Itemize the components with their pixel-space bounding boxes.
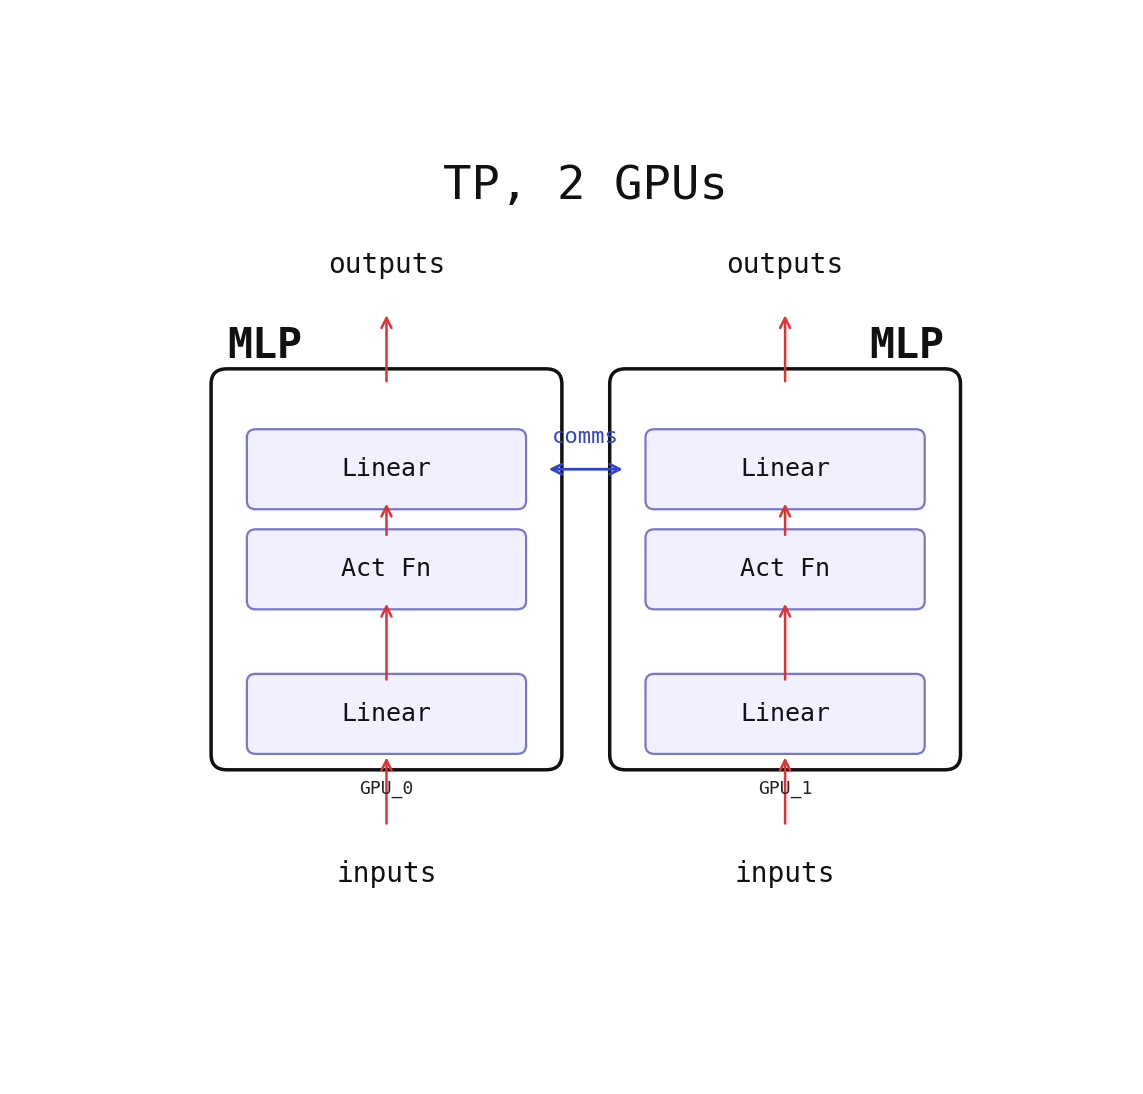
FancyBboxPatch shape [646, 529, 925, 609]
Text: GPU_1: GPU_1 [758, 780, 813, 798]
Text: Linear: Linear [342, 457, 431, 481]
Text: inputs: inputs [336, 860, 437, 888]
FancyBboxPatch shape [609, 369, 960, 770]
FancyBboxPatch shape [247, 429, 526, 509]
Text: comms: comms [552, 428, 620, 447]
Text: Linear: Linear [741, 702, 830, 726]
FancyBboxPatch shape [646, 429, 925, 509]
Text: TP, 2 GPUs: TP, 2 GPUs [443, 163, 728, 209]
Text: Act Fn: Act Fn [741, 557, 830, 581]
FancyBboxPatch shape [211, 369, 562, 770]
Text: inputs: inputs [735, 860, 836, 888]
Text: Linear: Linear [741, 457, 830, 481]
Text: Linear: Linear [342, 702, 431, 726]
Text: outputs: outputs [328, 251, 445, 279]
FancyBboxPatch shape [247, 674, 526, 754]
Text: Act Fn: Act Fn [342, 557, 431, 581]
Text: GPU_0: GPU_0 [359, 780, 414, 798]
FancyBboxPatch shape [247, 529, 526, 609]
FancyBboxPatch shape [646, 674, 925, 754]
Text: MLP: MLP [870, 325, 944, 368]
Text: MLP: MLP [227, 325, 302, 368]
Text: outputs: outputs [727, 251, 844, 279]
